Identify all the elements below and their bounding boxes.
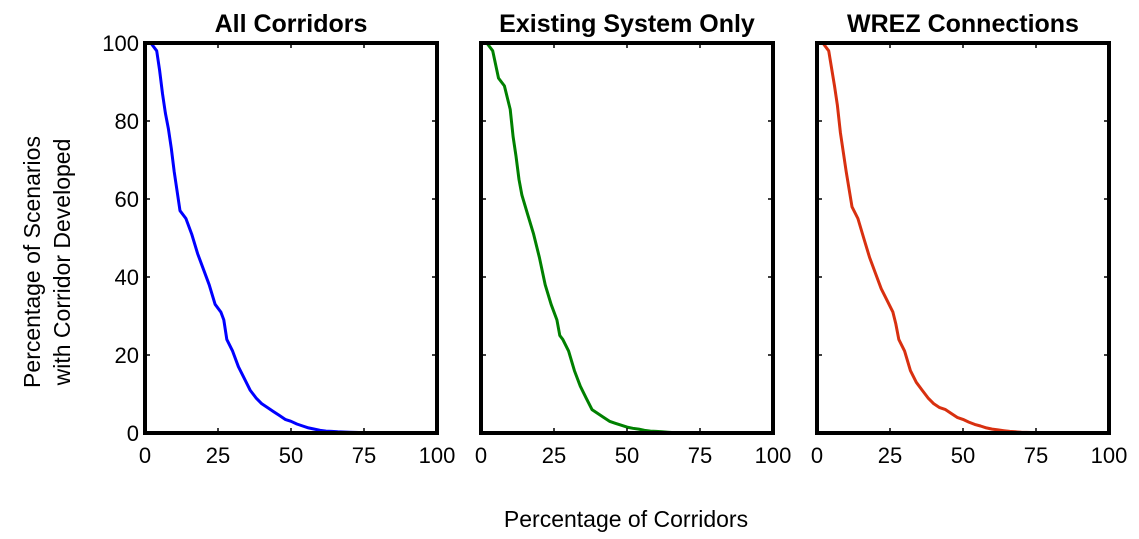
y-tick-label: 80: [115, 109, 139, 134]
x-tick-label: 0: [811, 443, 823, 468]
y-tick-label: 20: [115, 343, 139, 368]
x-tick-label: 100: [419, 443, 456, 468]
x-tick-label: 0: [139, 443, 151, 468]
panel-title: All Corridors: [215, 10, 368, 38]
x-tick-label: 25: [878, 443, 902, 468]
x-tick-label: 0: [475, 443, 487, 468]
x-tick-label: 25: [206, 443, 230, 468]
y-tick-label: 100: [102, 31, 139, 56]
x-tick-label: 25: [542, 443, 566, 468]
axes-box: [143, 41, 439, 435]
x-axis-label: Percentage of Corridors: [504, 506, 748, 532]
x-tick-label: 50: [615, 443, 639, 468]
x-tick-label: 50: [279, 443, 303, 468]
series-line: [817, 41, 1109, 435]
panel-1: All Corridors 0 25 50 75 100 0 20 40 60 80 100: [102, 10, 455, 468]
x-tick-label: 50: [951, 443, 975, 468]
x-tick-label: 75: [352, 443, 376, 468]
panel-title: WREZ Connections: [847, 10, 1079, 38]
x-tick-label: 100: [755, 443, 792, 468]
y-tick-label: 0: [127, 421, 139, 446]
axes-box: [815, 41, 1111, 435]
y-axis-label-line-1: Percentage of Scenarios: [19, 136, 45, 388]
series-line: [145, 41, 437, 435]
panel-3: WREZ Connections 0 25 50 75 100: [811, 10, 1127, 468]
y-tick-label: 40: [115, 265, 139, 290]
panel-title: Existing System Only: [499, 10, 755, 38]
x-tick-label: 75: [1024, 443, 1048, 468]
x-tick-label: 100: [1091, 443, 1128, 468]
y-axis-label-line-2: with Corridor Developed: [49, 139, 75, 387]
panel-2: Existing System Only 0 25 50 75 100: [475, 10, 791, 468]
y-tick-label: 60: [115, 187, 139, 212]
series-line: [481, 41, 773, 435]
x-tick-label: 75: [688, 443, 712, 468]
axes-box: [479, 41, 775, 435]
